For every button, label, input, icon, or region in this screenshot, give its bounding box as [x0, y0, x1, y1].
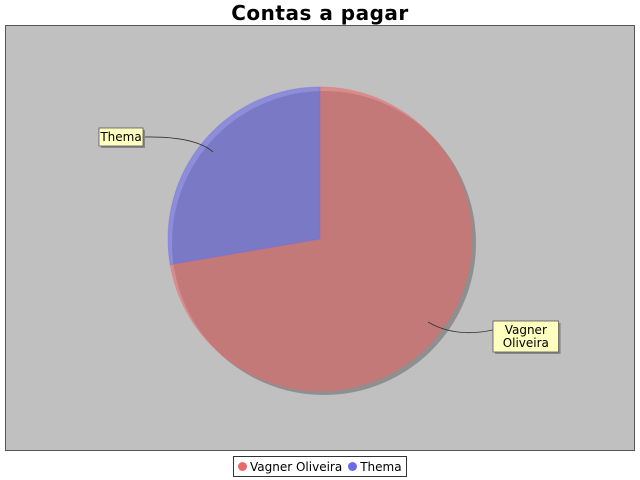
- pie-slice-thema: [167, 86, 321, 266]
- label-text: Oliveira: [503, 336, 549, 350]
- legend-swatch-thema: [348, 462, 358, 471]
- label-text: Thema: [99, 130, 141, 144]
- legend-swatch-vagner-oliveira: [238, 462, 247, 471]
- slice-label-thema: Thema: [98, 127, 145, 148]
- leader-line-vagner-oliveira: [427, 321, 494, 334]
- legend: Vagner Oliveira Thema: [233, 456, 407, 477]
- label-text: Vagner: [505, 323, 547, 337]
- leader-line-thema: [142, 136, 214, 153]
- chart-title: Contas a pagar: [231, 1, 409, 25]
- legend-item-thema: Thema: [348, 459, 402, 474]
- legend-item-vagner-oliveira: Vagner Oliveira: [238, 460, 342, 474]
- legend-label-thema: Thema: [360, 459, 402, 474]
- label-box: [492, 320, 559, 353]
- legend-label-vagner-oliveira: Vagner Oliveira: [250, 459, 343, 474]
- label-box: [98, 127, 144, 147]
- pie-slice-vagner-oliveira: [169, 86, 473, 392]
